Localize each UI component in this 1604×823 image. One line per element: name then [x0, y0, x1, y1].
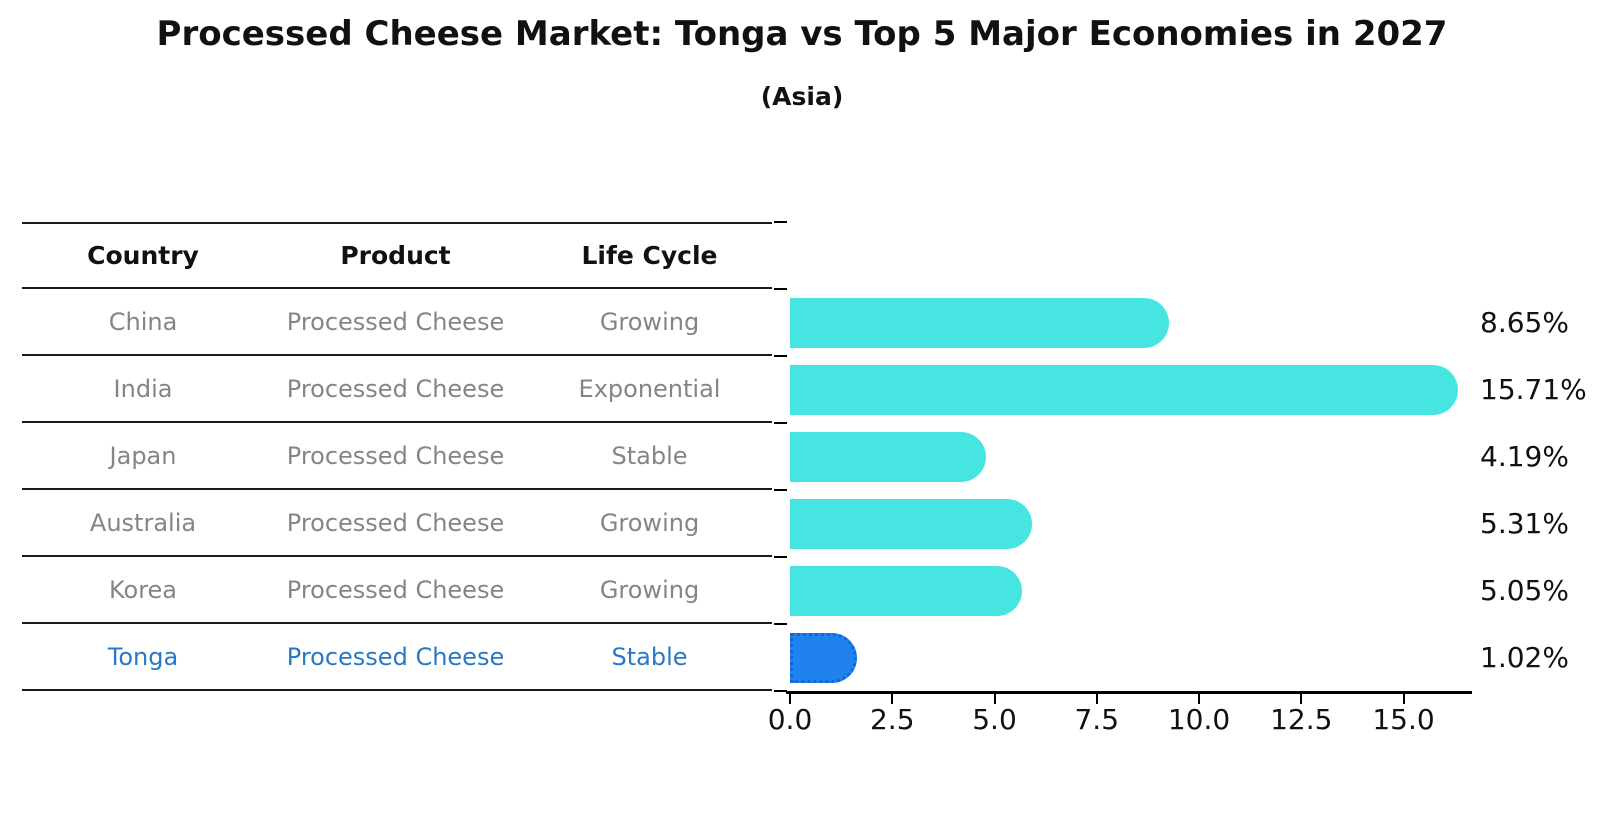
chart-subtitle: (Asia): [760, 82, 844, 111]
y-axis-tick: [774, 489, 787, 491]
x-axis-tick: [1300, 694, 1303, 704]
cell-product: Processed Cheese: [286, 508, 505, 537]
bar-value-label-india: 15.71%: [1480, 373, 1587, 406]
y-axis-tick: [774, 690, 787, 692]
table-header-product: Product: [340, 241, 451, 270]
bar-value-label-korea: 5.05%: [1480, 574, 1569, 607]
cell-country: Tonga: [107, 642, 179, 671]
x-axis-tick: [789, 694, 791, 704]
cell-country: China: [108, 307, 178, 336]
bar-chart-plot-area: 0.0 2.5 5.0 7.5 10.0 12.5 15.0: [768, 221, 1472, 736]
cell-country: Australia: [89, 508, 197, 537]
cell-life-cycle: Growing: [599, 307, 700, 336]
cell-country: India: [113, 374, 173, 403]
bar-india: [790, 364, 1458, 415]
table-row-china: China Processed Cheese Growing: [22, 289, 772, 356]
x-axis-tick-label: 15.0: [1372, 703, 1435, 736]
table-header-life-cycle: Life Cycle: [581, 241, 718, 270]
y-axis-tick: [774, 422, 787, 424]
bar-value-label-tonga: 1.02%: [1480, 641, 1569, 674]
y-axis-tick: [774, 288, 787, 290]
comparison-table: Country Product Life Cycle China Processe…: [22, 222, 772, 691]
cell-life-cycle: Growing: [599, 575, 700, 604]
x-axis-tick: [1095, 694, 1098, 704]
x-axis-tick: [993, 694, 996, 704]
cell-product: Processed Cheese: [286, 575, 505, 604]
y-axis-tick: [774, 623, 787, 625]
cell-life-cycle: Stable: [611, 642, 688, 671]
x-axis-tick: [1402, 694, 1405, 704]
bar-japan: [790, 431, 986, 482]
cell-country: Korea: [108, 575, 178, 604]
table-header-row: Country Product Life Cycle: [22, 222, 772, 289]
cell-life-cycle: Exponential: [578, 374, 721, 403]
cell-life-cycle: Growing: [599, 508, 700, 537]
table-row-japan: Japan Processed Cheese Stable: [22, 423, 772, 490]
cell-product: Processed Cheese: [286, 441, 505, 470]
x-axis-tick-label: 10.0: [1167, 703, 1231, 736]
bar-value-label-australia: 5.31%: [1480, 507, 1569, 540]
table-row-australia: Australia Processed Cheese Growing: [22, 490, 772, 557]
x-axis-tick-label: 2.5: [869, 703, 915, 736]
table-row-korea: Korea Processed Cheese Growing: [22, 557, 772, 624]
chart-title: Processed Cheese Market: Tonga vs Top 5 …: [156, 14, 1448, 54]
y-axis-tick: [774, 221, 787, 223]
x-axis-tick: [891, 694, 894, 704]
table-row-tonga: Tonga Processed Cheese Stable: [22, 624, 772, 691]
table-body: China Processed Cheese Growing India Process…: [22, 289, 772, 691]
x-axis-tick-label: 0.0: [767, 703, 813, 736]
table-row-india: India Processed Cheese Exponential: [22, 356, 772, 423]
bar-korea: [790, 565, 1022, 616]
bar-australia: [790, 498, 1032, 549]
x-axis-tick-label: 7.5: [1074, 703, 1120, 736]
bar-value-label-china: 8.65%: [1480, 306, 1569, 339]
cell-product: Processed Cheese: [286, 374, 505, 403]
bar-china: [790, 297, 1169, 348]
y-axis-tick: [774, 556, 787, 558]
x-axis-line: [786, 691, 1472, 694]
y-axis-tick: [774, 355, 787, 357]
x-axis-tick-label: 5.0: [972, 703, 1017, 736]
bar-value-label-japan: 4.19%: [1480, 440, 1569, 473]
cell-product: Processed Cheese: [286, 307, 505, 336]
x-axis-tick: [1198, 694, 1200, 704]
table-header-country: Country: [87, 241, 199, 270]
cell-product: Processed Cheese: [286, 642, 505, 671]
cell-life-cycle: Stable: [611, 441, 688, 470]
bar-tonga: [790, 632, 857, 683]
x-axis-tick-label: 12.5: [1270, 703, 1333, 736]
cell-country: Japan: [109, 441, 177, 470]
